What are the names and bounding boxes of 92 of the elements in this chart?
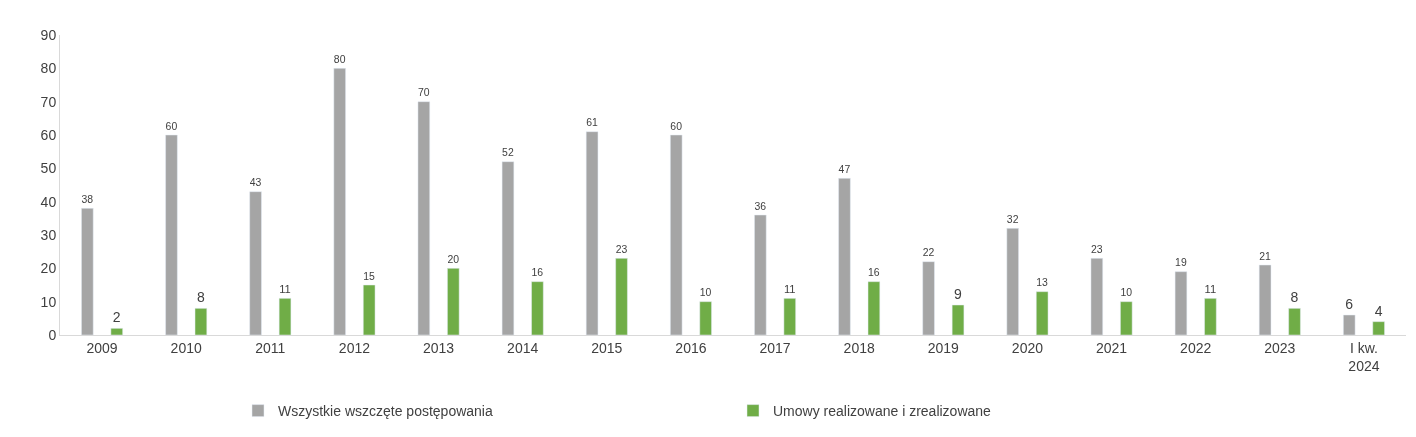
data-label: 60 — [670, 120, 683, 132]
y-tick-label: 90 — [40, 26, 57, 43]
data-label: 9 — [954, 286, 963, 302]
y-tick-label: 60 — [40, 126, 57, 143]
y-tick-label: 0 — [48, 326, 57, 343]
bar — [447, 268, 460, 335]
data-label: 8 — [196, 289, 205, 306]
bar — [501, 161, 515, 335]
bar — [531, 281, 544, 335]
x-tick-label: 2009 — [86, 339, 118, 356]
bar — [1288, 308, 1301, 335]
bar — [838, 178, 851, 335]
x-tick-label: 2019 — [927, 339, 960, 356]
bar — [585, 131, 599, 335]
data-label: 36 — [754, 200, 767, 212]
y-tick-label: 80 — [40, 60, 57, 77]
data-label: 16 — [868, 267, 880, 279]
data-label: 4 — [1374, 302, 1383, 319]
y-tick-label: 30 — [40, 226, 57, 243]
legend-label: Umowy realizowane i zrealizowane — [773, 403, 992, 420]
bar — [110, 328, 123, 335]
bar — [1174, 271, 1188, 335]
data-label: 10 — [1120, 287, 1133, 299]
bar — [1372, 321, 1385, 335]
data-label: 2 — [112, 309, 121, 326]
x-tick-label: 2016 — [675, 339, 707, 356]
data-label: 43 — [249, 177, 262, 189]
x-tick-label: 2012 — [338, 339, 371, 356]
x-tick-label: 2011 — [255, 339, 286, 356]
y-tick-label: 10 — [40, 293, 57, 310]
data-label: 47 — [838, 164, 851, 176]
data-label: 22 — [922, 247, 935, 259]
data-label: 80 — [333, 54, 346, 66]
data-label: 60 — [165, 120, 178, 132]
x-tick-label: 2018 — [843, 339, 875, 356]
bar — [1204, 298, 1217, 335]
data-label: 16 — [531, 267, 544, 279]
data-label: 6 — [1345, 296, 1354, 312]
y-tick-label: 70 — [40, 93, 57, 110]
bar — [194, 308, 208, 335]
data-label: 20 — [447, 254, 460, 266]
bar — [81, 208, 94, 335]
data-label: 15 — [363, 270, 376, 282]
bar — [1258, 264, 1272, 335]
bar — [754, 214, 767, 335]
x-tick-label: 2017 — [759, 339, 791, 356]
data-label: 61 — [586, 117, 598, 129]
data-label: 32 — [1006, 214, 1019, 226]
x-tick-label: 2023 — [1264, 339, 1296, 356]
data-label: 11 — [279, 282, 291, 295]
data-label: 13 — [1036, 277, 1049, 289]
y-tick-label: 20 — [40, 260, 57, 277]
bar — [249, 191, 262, 335]
data-label: 10 — [699, 287, 712, 299]
data-label: 52 — [502, 147, 514, 159]
x-tick-label: I kw. 2024 — [1348, 339, 1380, 374]
x-tick-label: 2022 — [1180, 339, 1212, 356]
data-label: 11 — [1204, 282, 1217, 295]
bar — [165, 134, 178, 335]
bar — [1343, 314, 1356, 335]
bar — [670, 134, 683, 335]
data-label: 70 — [417, 87, 430, 99]
x-tick-label: 2020 — [1011, 339, 1044, 356]
bar — [1006, 228, 1019, 335]
data-label: 21 — [1259, 250, 1271, 262]
bar — [1120, 301, 1133, 335]
data-label: 19 — [1175, 257, 1187, 269]
bar — [699, 301, 712, 335]
data-label: 23 — [1090, 244, 1103, 256]
bar — [922, 261, 935, 335]
bar — [1036, 291, 1049, 335]
data-label: 38 — [81, 194, 94, 206]
x-tick-label: 2015 — [591, 339, 623, 356]
x-tick-label: 2014 — [507, 339, 539, 356]
bar — [1090, 258, 1103, 335]
bar — [615, 258, 628, 335]
bar — [363, 284, 376, 335]
bar — [783, 298, 796, 335]
x-tick-label: 2013 — [422, 339, 455, 356]
bar — [417, 101, 430, 335]
data-label: 8 — [1290, 289, 1299, 306]
x-tick-label: 2010 — [170, 339, 202, 356]
data-label: 23 — [615, 244, 628, 256]
bar — [867, 281, 881, 335]
legend-label: Wszystkie wszczęte postępowania — [278, 403, 493, 420]
data-label: 11 — [783, 282, 796, 295]
y-tick-label: 50 — [40, 160, 57, 177]
y-tick-label: 40 — [40, 193, 57, 210]
x-tick-label: 2021 — [1095, 339, 1128, 356]
bar — [278, 298, 292, 335]
bar — [333, 68, 346, 335]
bar — [951, 304, 965, 335]
